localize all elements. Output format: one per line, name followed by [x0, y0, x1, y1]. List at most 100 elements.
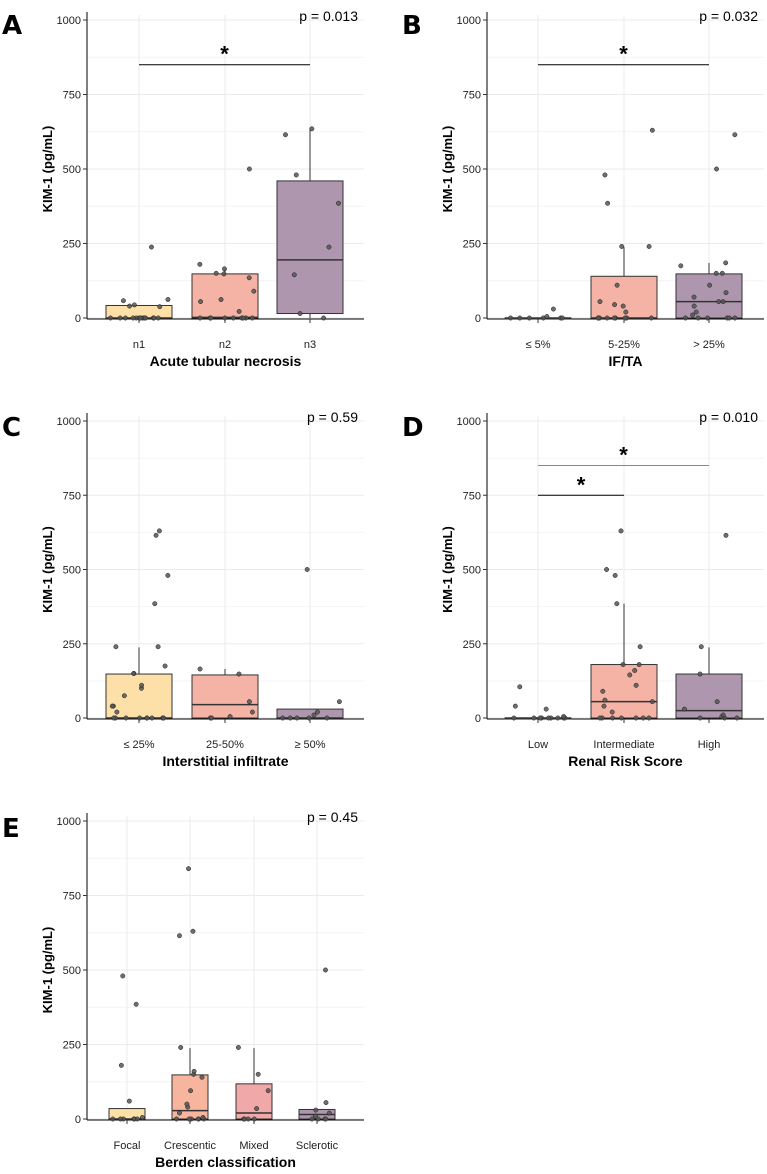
data-point [117, 1116, 123, 1122]
data-point [623, 309, 629, 315]
panel-d: D 0 250 500 750 1000 Low Intermediate High Renal … [402, 409, 764, 769]
data-point [188, 1088, 194, 1094]
data-point [118, 1062, 124, 1068]
box-2 [171, 866, 209, 1122]
x-tick-label: Sclerotic [296, 1140, 339, 1152]
box-2 [590, 528, 658, 721]
data-point [156, 528, 162, 534]
data-point [280, 715, 286, 721]
data-point [197, 666, 203, 672]
data-point [251, 1116, 257, 1122]
x-tick-label: High [698, 739, 721, 751]
data-point [546, 715, 552, 721]
data-point [133, 1001, 139, 1007]
data-point [690, 312, 696, 318]
x-tick-label: ≥ 50% [294, 739, 325, 751]
y-tick-label: 500 [463, 164, 481, 176]
significance-star: * [577, 472, 586, 497]
data-point [705, 315, 710, 321]
box-body [191, 674, 259, 719]
data-point [149, 244, 154, 250]
data-point [723, 260, 729, 266]
data-point [131, 671, 137, 676]
data-point [698, 644, 704, 650]
data-point [123, 315, 128, 321]
data-point [309, 126, 315, 132]
data-point [208, 315, 214, 321]
p-value-label: p = 0.013 [299, 8, 358, 24]
data-point [236, 308, 242, 314]
data-point [255, 1071, 261, 1077]
y-tick-label: 0 [475, 313, 481, 325]
data-point [618, 715, 624, 721]
y-tick-label: 750 [63, 891, 81, 903]
data-point [294, 715, 300, 721]
data-point [309, 1116, 315, 1122]
data-point [517, 315, 523, 321]
data-point [227, 714, 233, 719]
data-point [177, 1110, 182, 1116]
y-tick-label: 250 [63, 1040, 81, 1052]
data-point [218, 297, 224, 302]
data-point [177, 933, 182, 939]
data-point [197, 261, 203, 267]
y-tick-label: 500 [63, 164, 81, 176]
data-point [723, 532, 729, 538]
data-point [597, 299, 603, 305]
data-point [323, 1116, 329, 1122]
data-point [221, 271, 227, 277]
data-point [157, 304, 163, 310]
data-point [633, 682, 639, 688]
data-point [620, 303, 626, 309]
p-value-label: p = 0.45 [307, 809, 358, 825]
data-point [152, 601, 158, 607]
data-point [121, 693, 127, 699]
data-point [614, 282, 620, 288]
data-point [633, 715, 639, 721]
data-point [714, 699, 720, 705]
panel-label: A [2, 11, 22, 41]
data-point [627, 672, 633, 678]
box-2 [191, 666, 259, 721]
data-point [646, 244, 652, 249]
data-point [555, 715, 561, 721]
data-point [600, 688, 606, 694]
data-point [691, 303, 697, 309]
data-point [311, 712, 317, 718]
data-point [251, 288, 257, 294]
data-point [713, 270, 719, 276]
data-point [198, 299, 204, 305]
data-point [720, 712, 726, 718]
data-point [517, 684, 523, 690]
data-point [222, 266, 227, 272]
x-tick-label: n1 [133, 339, 145, 351]
data-point [109, 703, 115, 709]
data-point [153, 532, 159, 538]
data-point [648, 315, 654, 321]
data-point [620, 662, 626, 667]
data-point [691, 294, 697, 300]
box-1 [504, 684, 572, 721]
data-point [697, 671, 703, 677]
data-point [144, 715, 150, 721]
data-point [512, 703, 518, 709]
data-point [537, 715, 543, 721]
y-tick-label: 0 [75, 313, 81, 325]
data-point [108, 315, 113, 321]
data-point [230, 315, 236, 321]
data-point [321, 315, 327, 321]
significance-star: * [619, 443, 628, 468]
data-point [601, 703, 607, 709]
y-tick-label: 250 [463, 639, 481, 651]
box-body [191, 273, 259, 319]
data-point [265, 1088, 271, 1094]
y-axis-title: KIM-1 (pg/mL) [40, 126, 55, 213]
data-point [612, 302, 618, 308]
panel-label: D [402, 413, 424, 443]
data-point [246, 699, 252, 705]
y-tick-label: 1000 [57, 15, 81, 27]
data-point [637, 644, 643, 650]
data-point [137, 315, 143, 321]
box-1 [504, 306, 572, 321]
